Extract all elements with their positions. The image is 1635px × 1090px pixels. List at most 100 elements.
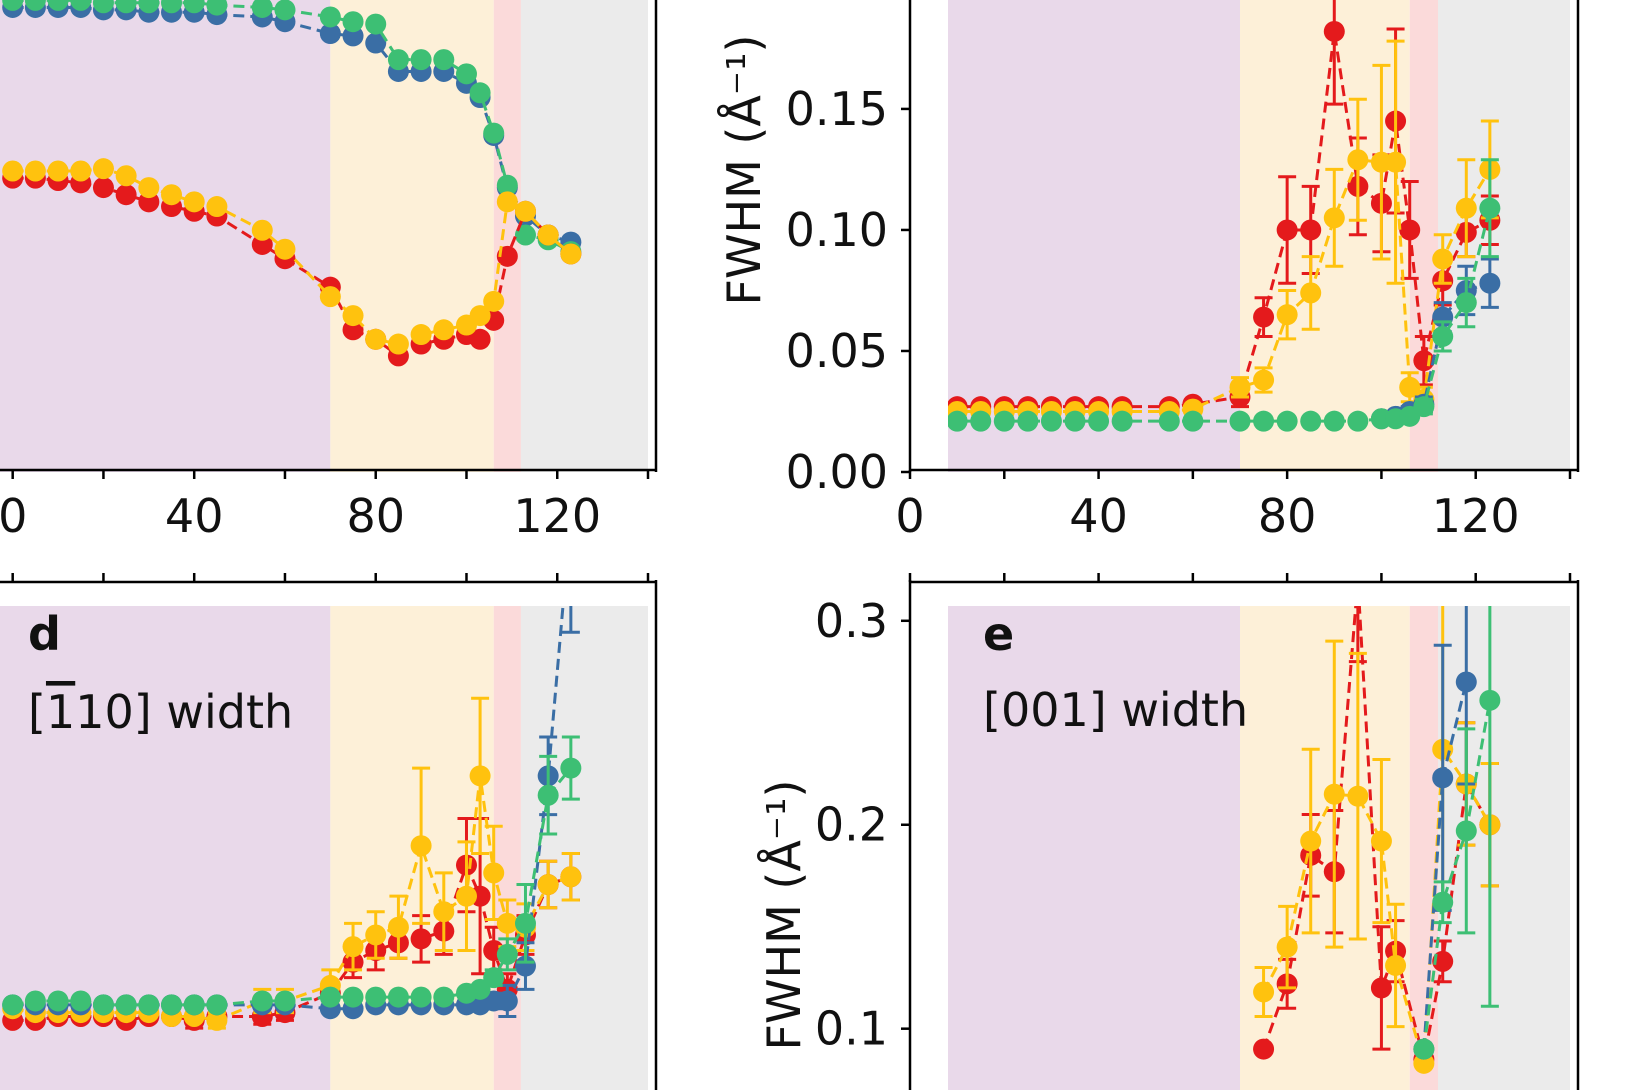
y-tick-label: 0.00 bbox=[786, 445, 888, 499]
x-tick-label: 0 bbox=[895, 489, 924, 543]
x-tick-label: 80 bbox=[346, 489, 405, 543]
data-point-yellow bbox=[514, 200, 536, 222]
data-point-yellow bbox=[1347, 785, 1369, 807]
data-point-yellow bbox=[433, 319, 455, 341]
data-point-yellow bbox=[1276, 304, 1298, 326]
x-tick-label: 120 bbox=[513, 489, 601, 543]
data-point-yellow bbox=[1229, 376, 1251, 398]
data-point-green bbox=[1182, 410, 1204, 432]
data-point-green bbox=[206, 994, 228, 1016]
data-point-yellow bbox=[115, 165, 137, 187]
data-point-green bbox=[483, 967, 505, 989]
data-point-green bbox=[274, 0, 296, 21]
panel-title-d-open: [ bbox=[28, 685, 46, 739]
data-point-green bbox=[115, 994, 137, 1016]
phase-region-top-left-0 bbox=[0, 0, 331, 472]
data-point-green bbox=[1479, 689, 1501, 711]
data-point-yellow bbox=[342, 936, 364, 958]
data-point-green bbox=[2, 0, 24, 11]
data-point-yellow bbox=[1300, 830, 1322, 852]
data-point-yellow bbox=[183, 191, 205, 213]
data-point-green bbox=[251, 990, 273, 1012]
data-point-green bbox=[537, 784, 559, 806]
data-point-green bbox=[1300, 410, 1322, 432]
data-point-red bbox=[1253, 306, 1275, 328]
data-point-red bbox=[1253, 1038, 1275, 1060]
data-point-yellow bbox=[206, 1009, 228, 1031]
data-point-yellow bbox=[2, 160, 24, 182]
data-point-green bbox=[483, 122, 505, 144]
data-point-red bbox=[1300, 219, 1322, 241]
data-point-green bbox=[496, 943, 518, 965]
data-point-blue bbox=[319, 23, 341, 45]
data-point-yellow bbox=[455, 885, 477, 907]
data-point-yellow bbox=[483, 290, 505, 312]
data-point-yellow bbox=[1385, 151, 1407, 173]
axes-bottom-right: 0.1 0.2 0.3 bbox=[815, 573, 1580, 1090]
data-point-blue bbox=[365, 32, 387, 54]
data-point-green bbox=[183, 0, 205, 14]
data-point-blue bbox=[1479, 272, 1501, 294]
data-point-green bbox=[1088, 410, 1110, 432]
data-point-green bbox=[469, 978, 491, 1000]
data-point-green bbox=[365, 986, 387, 1008]
data-point-red bbox=[1370, 977, 1392, 999]
data-point-yellow bbox=[560, 866, 582, 888]
panel-bottom-right: 0.1 0.2 0.3 e [001] width bbox=[815, 570, 1580, 1090]
data-point-yellow bbox=[24, 160, 46, 182]
data-point-yellow bbox=[161, 184, 183, 206]
data-point-green bbox=[433, 986, 455, 1008]
data-point-green bbox=[1455, 820, 1477, 842]
data-point-yellow bbox=[469, 305, 491, 327]
data-point-green bbox=[514, 224, 536, 246]
x-tick-label: 40 bbox=[165, 489, 224, 543]
data-point-yellow bbox=[1276, 936, 1298, 958]
data-point-yellow bbox=[1253, 369, 1275, 391]
data-point-yellow bbox=[92, 158, 114, 180]
data-point-green bbox=[92, 994, 114, 1016]
data-point-green bbox=[70, 0, 92, 11]
data-point-yellow bbox=[410, 835, 432, 857]
data-point-red bbox=[1413, 350, 1435, 372]
data-point-green bbox=[70, 990, 92, 1012]
data-point-yellow bbox=[206, 196, 228, 218]
data-point-green bbox=[1432, 891, 1454, 913]
data-point-yellow bbox=[1432, 248, 1454, 270]
data-point-yellow bbox=[1253, 981, 1275, 1003]
series-top-right bbox=[923, 0, 1501, 432]
data-point-yellow bbox=[365, 328, 387, 350]
data-point-yellow bbox=[365, 924, 387, 946]
data-point-red bbox=[923, 396, 944, 417]
data-point-green bbox=[560, 757, 582, 779]
data-point-yellow bbox=[537, 874, 559, 896]
panel-label-e: e bbox=[983, 607, 1014, 661]
data-point-green bbox=[455, 63, 477, 85]
panel-label-d: d bbox=[28, 607, 61, 661]
data-point-green bbox=[1323, 410, 1345, 432]
data-point-yellow bbox=[496, 912, 518, 934]
data-point-blue bbox=[1455, 671, 1477, 693]
data-point-green bbox=[1017, 410, 1039, 432]
panel-title-d-overbar-digit: 1 bbox=[46, 685, 75, 739]
data-point-red bbox=[1276, 219, 1298, 241]
series-line-red bbox=[1262, 606, 1492, 1060]
data-point-red bbox=[410, 928, 432, 950]
data-point-yellow bbox=[70, 160, 92, 182]
data-point-yellow bbox=[1300, 282, 1322, 304]
data-point-yellow bbox=[138, 177, 160, 199]
data-point-yellow bbox=[537, 224, 559, 246]
panel-title-d: [110] width bbox=[28, 685, 293, 739]
data-point-green bbox=[342, 11, 364, 33]
data-point-yellow bbox=[410, 324, 432, 346]
data-point-green bbox=[161, 0, 183, 14]
data-point-yellow bbox=[1385, 954, 1407, 976]
data-point-green bbox=[1064, 410, 1086, 432]
data-point-red bbox=[1347, 570, 1368, 591]
data-point-red bbox=[1399, 219, 1421, 241]
phase-region-top-right-1 bbox=[1240, 0, 1410, 472]
data-point-green bbox=[1347, 410, 1369, 432]
x-tick-label: 80 bbox=[1258, 489, 1317, 543]
data-point-yellow bbox=[387, 916, 409, 938]
data-point-green bbox=[251, 0, 273, 18]
